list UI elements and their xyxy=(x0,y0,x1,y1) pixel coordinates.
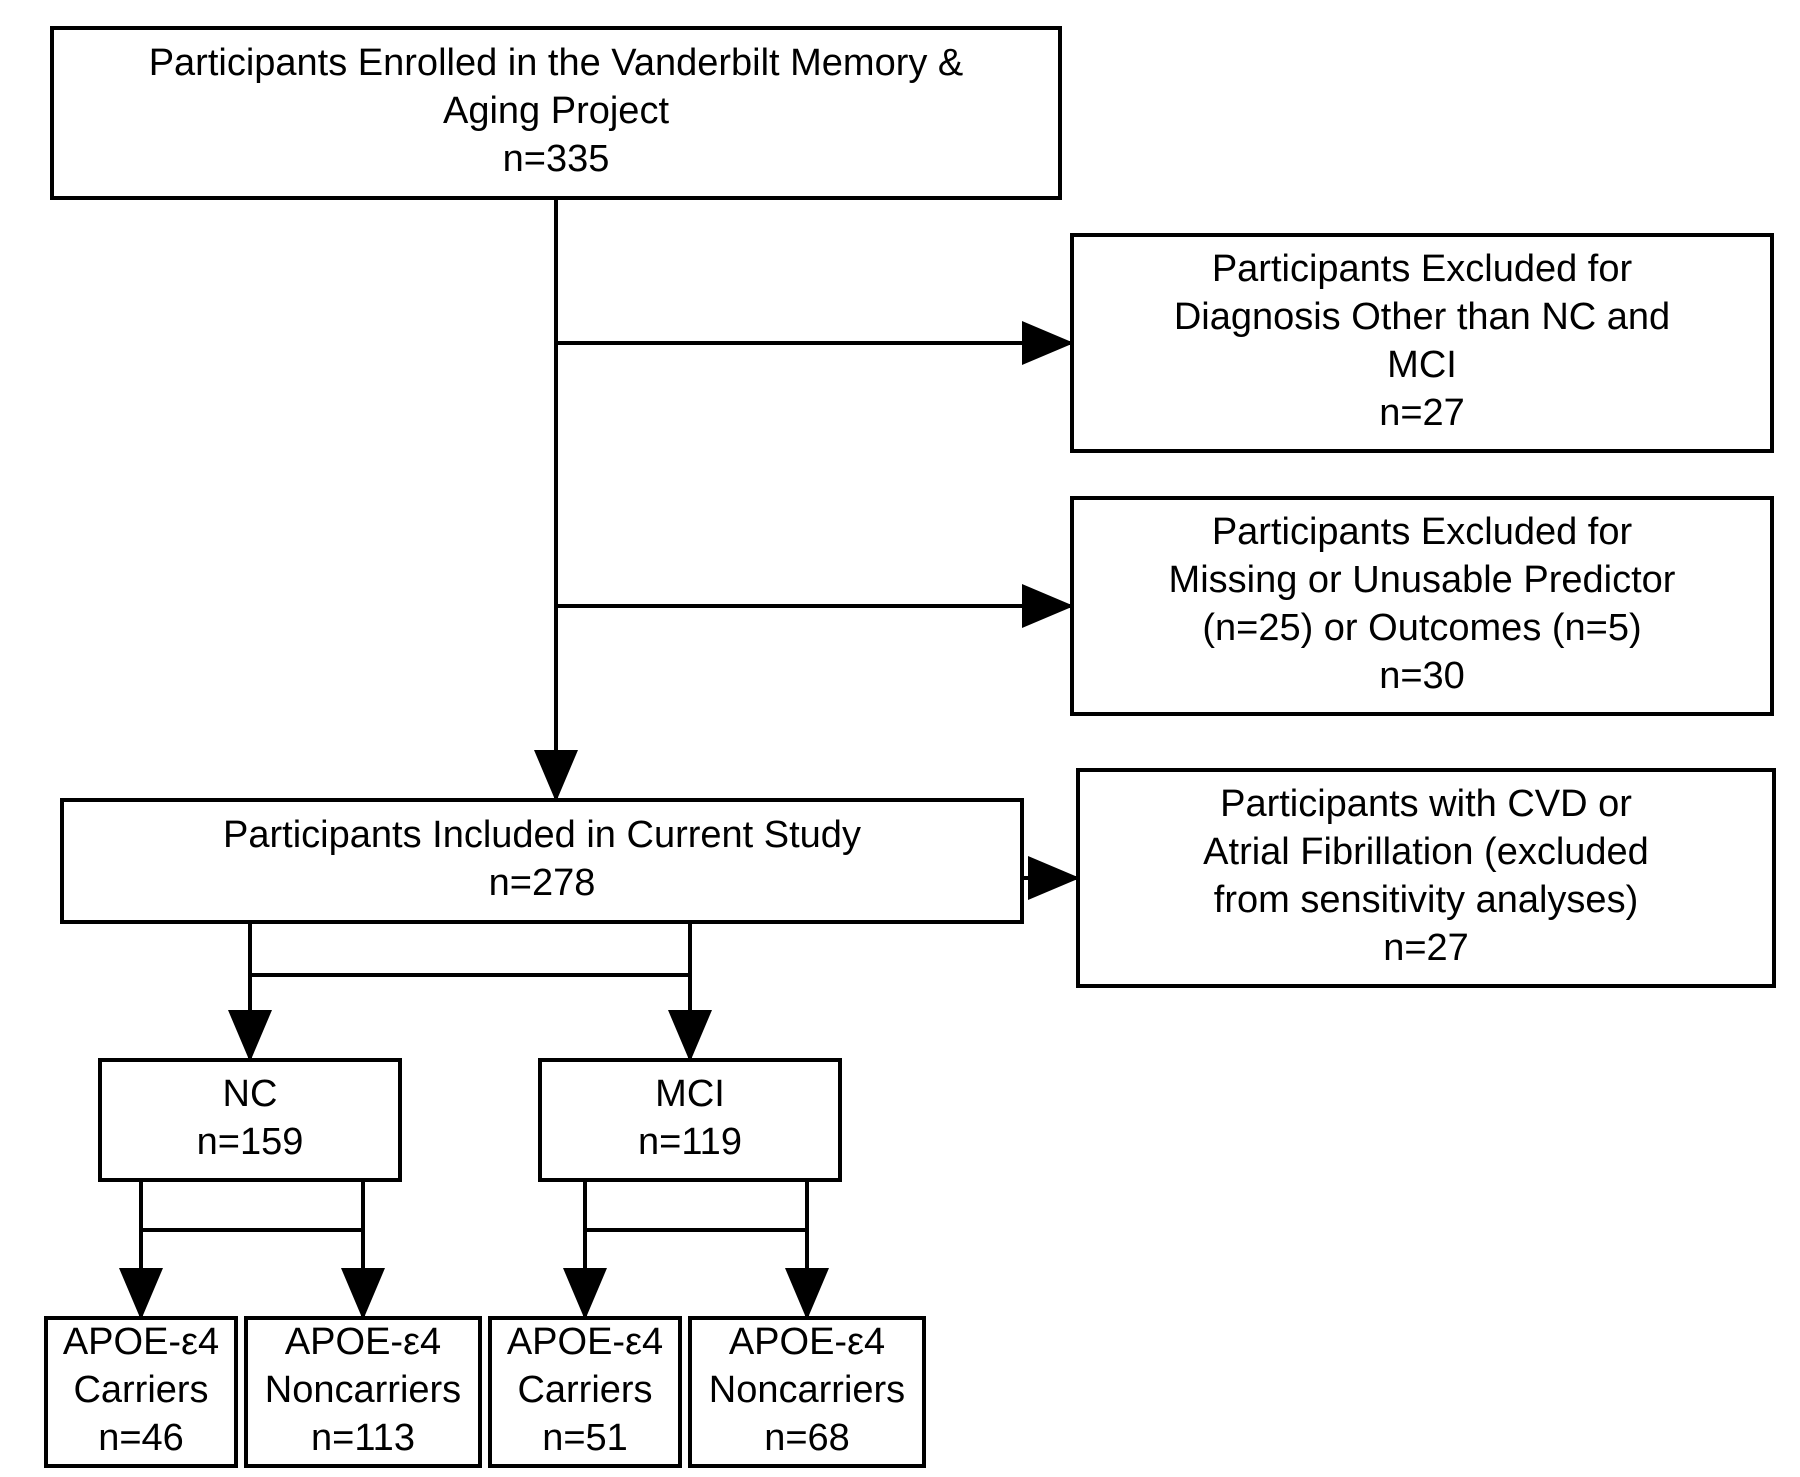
node-excl3: Participants with CVD or Atrial Fibrillat… xyxy=(1078,770,1774,986)
node-excl1-line-1: Diagnosis Other than NC and xyxy=(1174,296,1670,338)
node-nc_noncarriers: APOE-ε4 Noncarriers n=113 xyxy=(246,1318,480,1466)
node-excl1-line-0: Participants Excluded for xyxy=(1212,248,1633,290)
node-excl2-line-0: Participants Excluded for xyxy=(1212,511,1633,553)
node-excl1-line-3: n=27 xyxy=(1379,392,1465,434)
node-nc_carriers: APOE-ε4 Carriers n=46 xyxy=(46,1318,236,1466)
node-nc_noncarriers-line-0: APOE-ε4 xyxy=(285,1321,441,1363)
node-mci-line-0: MCI xyxy=(655,1073,725,1115)
node-nc: NC n=159 xyxy=(100,1060,400,1180)
node-mci_carriers-line-1: Carriers xyxy=(517,1369,652,1411)
node-mci-line-1: n=119 xyxy=(638,1121,742,1163)
node-mci: MCI n=119 xyxy=(540,1060,840,1180)
node-nc_carriers-line-2: n=46 xyxy=(98,1417,184,1459)
node-nc_carriers-line-0: APOE-ε4 xyxy=(63,1321,219,1363)
node-excl2: Participants Excluded for Missing or Unus… xyxy=(1072,498,1772,714)
node-excl1-line-2: MCI xyxy=(1387,344,1457,386)
node-excl3-line-2: from sensitivity analyses) xyxy=(1214,879,1638,921)
node-mci_noncarriers-line-0: APOE-ε4 xyxy=(729,1321,885,1363)
node-enrolled: Participants Enrolled in the Vanderbilt … xyxy=(52,28,1060,198)
node-excl1: Participants Excluded for Diagnosis Other… xyxy=(1072,235,1772,451)
node-mci_carriers-line-0: APOE-ε4 xyxy=(507,1321,663,1363)
node-nc_noncarriers-line-1: Noncarriers xyxy=(265,1369,461,1411)
node-excl2-line-1: Missing or Unusable Predictor xyxy=(1169,559,1676,601)
node-mci_noncarriers-line-2: n=68 xyxy=(764,1417,850,1459)
node-mci_carriers-line-2: n=51 xyxy=(542,1417,628,1459)
node-excl3-line-0: Participants with CVD or xyxy=(1220,783,1632,825)
node-nc-line-1: n=159 xyxy=(197,1121,304,1163)
node-enrolled-line-0: Participants Enrolled in the Vanderbilt … xyxy=(149,42,964,84)
node-nc_noncarriers-line-2: n=113 xyxy=(311,1417,415,1459)
node-mci_noncarriers: APOE-ε4 Noncarriers n=68 xyxy=(690,1318,924,1466)
node-included-line-0: Participants Included in Current Study xyxy=(223,814,861,856)
node-mci_carriers: APOE-ε4 Carriers n=51 xyxy=(490,1318,680,1466)
node-excl3-line-1: Atrial Fibrillation (excluded xyxy=(1203,831,1649,873)
node-enrolled-line-1: Aging Project xyxy=(443,90,669,132)
flowchart: Participants Enrolled in the Vanderbilt … xyxy=(0,0,1800,1477)
node-nc-line-0: NC xyxy=(223,1073,278,1115)
node-excl2-line-3: n=30 xyxy=(1379,655,1465,697)
node-excl2-line-2: (n=25) or Outcomes (n=5) xyxy=(1202,607,1641,649)
node-included: Participants Included in Current Study n=… xyxy=(62,800,1022,922)
node-nc_carriers-line-1: Carriers xyxy=(73,1369,208,1411)
node-included-line-1: n=278 xyxy=(489,862,596,904)
node-excl3-line-3: n=27 xyxy=(1383,927,1469,969)
node-mci_noncarriers-line-1: Noncarriers xyxy=(709,1369,905,1411)
node-enrolled-line-2: n=335 xyxy=(503,138,610,180)
